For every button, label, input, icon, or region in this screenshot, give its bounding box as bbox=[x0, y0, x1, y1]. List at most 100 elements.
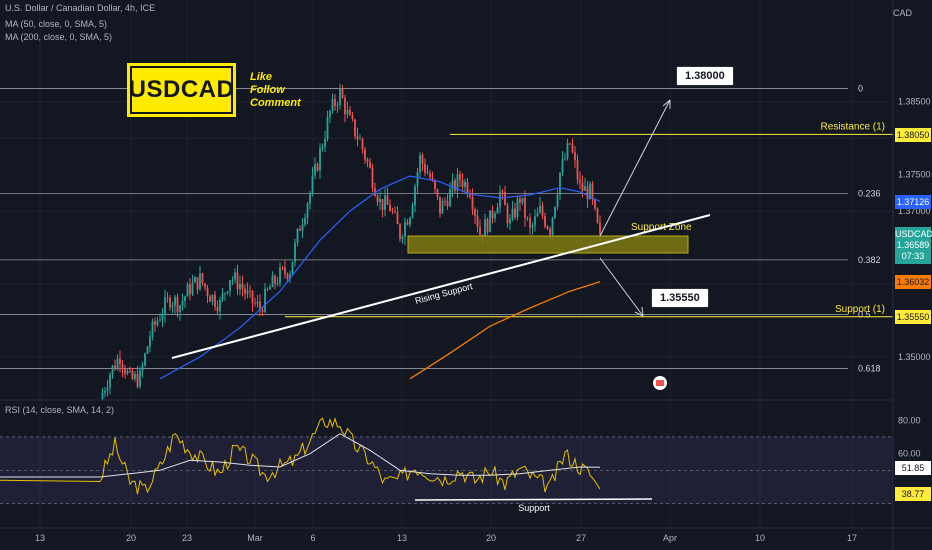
candle-body bbox=[536, 212, 539, 217]
candle-body bbox=[274, 275, 276, 284]
candle-body bbox=[251, 290, 254, 304]
target-up-callout[interactable]: 1.38000 bbox=[676, 66, 734, 86]
candle-body bbox=[269, 287, 271, 290]
candle-body bbox=[249, 290, 251, 292]
candle-body bbox=[576, 160, 579, 180]
support-label: Support (1) bbox=[835, 304, 885, 315]
candle-body bbox=[599, 222, 601, 234]
candle-body bbox=[516, 198, 519, 218]
candle-body bbox=[341, 88, 344, 99]
candle-body bbox=[131, 371, 134, 379]
candle-body bbox=[446, 201, 449, 207]
candle-body bbox=[239, 283, 241, 290]
candle-body bbox=[586, 186, 589, 200]
candle-body bbox=[164, 297, 166, 315]
target-down-callout[interactable]: 1.35550 bbox=[651, 288, 709, 308]
candle-body bbox=[396, 212, 399, 225]
support-price-tag: 1.35550 bbox=[895, 310, 931, 325]
candle-body bbox=[154, 321, 156, 325]
currency-label: CAD bbox=[893, 8, 913, 18]
candle-body bbox=[146, 346, 149, 354]
cta-like: Like bbox=[250, 71, 273, 83]
candle-body bbox=[134, 373, 136, 379]
candle-body bbox=[244, 288, 246, 294]
candle-body bbox=[336, 104, 339, 106]
candle-body bbox=[456, 174, 459, 191]
candle-body bbox=[494, 213, 496, 219]
candle-body bbox=[386, 195, 389, 205]
candle-body bbox=[414, 186, 416, 206]
candle-body bbox=[204, 283, 206, 288]
candle-body bbox=[466, 181, 469, 195]
candle-body bbox=[144, 353, 146, 366]
candle-body bbox=[496, 207, 499, 214]
candle-body bbox=[509, 219, 511, 224]
y-tick-label: 1.38500 bbox=[898, 97, 931, 107]
candle-body bbox=[351, 115, 354, 120]
candle-body bbox=[181, 300, 184, 306]
candle-body bbox=[199, 273, 201, 290]
candle-body bbox=[119, 358, 121, 364]
candle-body bbox=[376, 195, 379, 203]
candle-body bbox=[346, 109, 349, 115]
resistance-price-tag: 1.38050 bbox=[895, 127, 931, 142]
candle-body bbox=[401, 236, 404, 240]
rsi-tick-label: 80.00 bbox=[898, 415, 921, 425]
candle-body bbox=[361, 138, 364, 150]
candle-body bbox=[156, 320, 159, 325]
candle-body bbox=[486, 219, 489, 233]
candle-body bbox=[201, 273, 204, 284]
logo-text: USDCAD bbox=[129, 66, 234, 114]
candle-body bbox=[126, 370, 129, 374]
candle-body bbox=[166, 297, 169, 299]
candle-body bbox=[309, 192, 311, 204]
candle-body bbox=[219, 299, 221, 312]
x-tick-label: 17 bbox=[847, 533, 857, 543]
candle-body bbox=[319, 148, 321, 171]
candle-body bbox=[129, 370, 131, 372]
rsi-title[interactable]: RSI (14, close, SMA, 14, 2) bbox=[5, 405, 115, 415]
candle-body bbox=[281, 267, 284, 269]
candle-body bbox=[246, 290, 249, 294]
candle-body bbox=[316, 164, 319, 171]
candle-body bbox=[356, 136, 359, 140]
candle-body bbox=[369, 162, 371, 168]
candle-body bbox=[594, 199, 596, 209]
down-arrowhead bbox=[634, 306, 644, 317]
candle-body bbox=[179, 305, 181, 313]
candle-body bbox=[371, 167, 374, 189]
candle-body bbox=[159, 319, 161, 321]
candle-body bbox=[419, 155, 421, 173]
candle-body bbox=[459, 174, 461, 180]
resistance-label: Resistance (1) bbox=[821, 121, 885, 132]
candle-body bbox=[191, 282, 194, 295]
candle-body bbox=[324, 139, 326, 147]
candle-body bbox=[276, 283, 279, 285]
candle-body bbox=[379, 199, 381, 203]
candle-body bbox=[364, 149, 366, 160]
candle-body bbox=[406, 222, 409, 225]
candle-body bbox=[596, 208, 599, 223]
candle-body bbox=[524, 197, 526, 219]
y-tick-label: 1.37000 bbox=[898, 206, 931, 216]
candle-body bbox=[326, 117, 329, 140]
candle-body bbox=[254, 303, 256, 305]
up-projection-arrow bbox=[599, 99, 671, 237]
candle-body bbox=[259, 301, 261, 310]
candle-body bbox=[424, 163, 426, 173]
candle-body bbox=[226, 291, 229, 294]
candle-body bbox=[484, 219, 486, 237]
candle-body bbox=[399, 224, 401, 240]
rsi-tick-label: 60.00 bbox=[898, 449, 921, 459]
candle-body bbox=[294, 242, 296, 262]
fib-level-label: 0.236 bbox=[858, 188, 881, 198]
y-tick-label: 1.37500 bbox=[898, 170, 931, 180]
ma50-price-tag: 1.37126 bbox=[895, 195, 931, 210]
cta-follow: Follow bbox=[250, 84, 285, 96]
fib-level-label: 0.382 bbox=[858, 255, 881, 265]
ma50-legend[interactable]: MA (50, close, 0, SMA, 5) bbox=[5, 19, 108, 29]
candle-body bbox=[196, 277, 199, 290]
ma200-legend[interactable]: MA (200, close, 0, SMA, 5) bbox=[5, 32, 113, 42]
usdcad-logo: USDCAD bbox=[127, 63, 236, 117]
